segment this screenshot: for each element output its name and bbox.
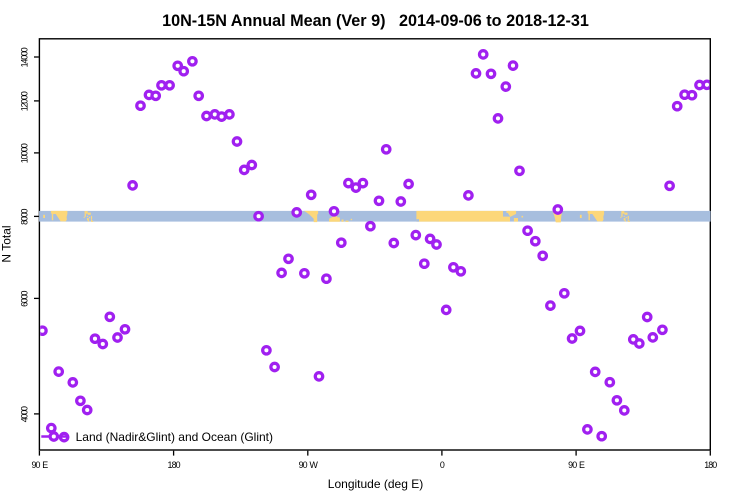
svg-text:Longitude (deg E): Longitude (deg E) <box>328 477 423 491</box>
svg-text:90 E: 90 E <box>568 460 585 470</box>
svg-text:6000: 6000 <box>20 291 30 307</box>
svg-text:8000: 8000 <box>20 209 30 225</box>
svg-text:10N-15N Annual Mean (Ver 9): 10N-15N Annual Mean (Ver 9) 2014-09-06 t… <box>162 12 589 30</box>
svg-text:0: 0 <box>440 460 445 470</box>
svg-text:12000: 12000 <box>20 91 30 111</box>
svg-text:14000: 14000 <box>20 47 30 67</box>
svg-text:N Total: N Total <box>0 225 14 262</box>
svg-text:10000: 10000 <box>20 143 30 163</box>
svg-text:90 E: 90 E <box>31 460 48 470</box>
svg-text:180: 180 <box>704 460 717 470</box>
svg-text:180: 180 <box>168 460 181 470</box>
svg-text:4000: 4000 <box>20 406 30 422</box>
svg-text:Land (Nadir&Glint) and Ocean (: Land (Nadir&Glint) and Ocean (Glint) <box>76 430 273 444</box>
svg-text:90 W: 90 W <box>299 460 319 470</box>
